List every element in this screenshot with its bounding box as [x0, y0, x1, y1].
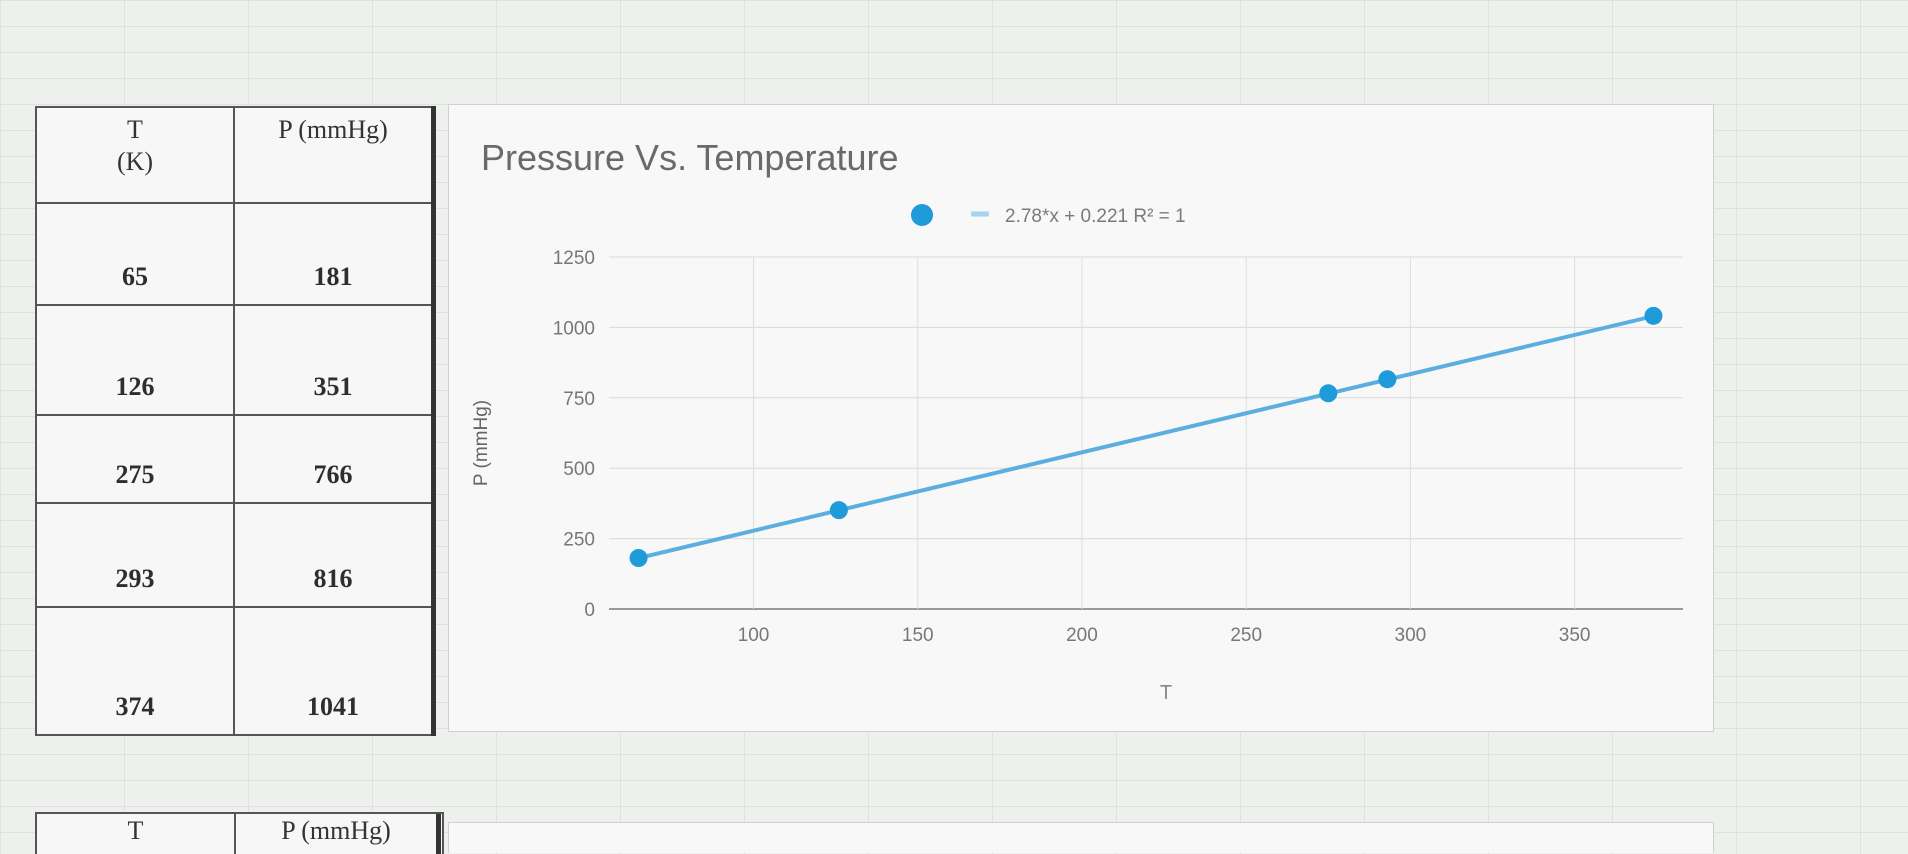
header-temperature[interactable]: T (K)	[35, 106, 235, 204]
table-header-row: T (K) P (mmHg)	[35, 106, 436, 204]
chart-panel[interactable]: Pressure Vs. Temperature 0 250 500 750 1000 1…	[448, 104, 1714, 732]
cell-pressure[interactable]: 351	[233, 304, 436, 416]
x-tick-label: 150	[902, 625, 934, 646]
y-tick-label: 500	[563, 459, 595, 480]
chart-title: Pressure Vs. Temperature	[481, 137, 899, 178]
cell-temperature[interactable]: 293	[35, 502, 235, 608]
table-row: 275 766	[35, 414, 436, 504]
y-axis-title: P (mmHg)	[471, 400, 492, 486]
cell-temperature[interactable]: 374	[35, 606, 235, 736]
trendline	[636, 314, 1656, 561]
cell-temperature[interactable]: 126	[35, 304, 235, 416]
header-p-label: P (mmHg)	[278, 115, 388, 144]
data-points	[629, 306, 1663, 568]
cell-pressure[interactable]: 766	[233, 414, 436, 504]
scatter-chart: 0 250 500 750 1000 1250 100 150 200 250 300 350 2.7…	[471, 204, 1683, 704]
next-chart-panel[interactable]	[448, 822, 1714, 853]
cell-temperature[interactable]: 275	[35, 414, 235, 504]
next-header-pressure[interactable]: P (mmHg)	[236, 814, 441, 854]
table-row: 293 816	[35, 502, 436, 608]
cell-temperature[interactable]: 65	[35, 202, 235, 306]
data-point[interactable]	[1644, 306, 1663, 325]
y-tick-label: 750	[563, 389, 595, 410]
data-point[interactable]	[1319, 384, 1338, 403]
table-row: 126 351	[35, 304, 436, 416]
x-axis-title: T	[1160, 682, 1172, 704]
grid-layer	[609, 256, 1683, 610]
x-tick-label: 100	[738, 625, 770, 646]
x-tick-label: 300	[1395, 625, 1427, 646]
data-point[interactable]	[1378, 370, 1397, 389]
legend: 2.78*x + 0.221 R² = 1	[911, 204, 1186, 227]
cell-pressure[interactable]: 1041	[233, 606, 436, 736]
y-tick-label: 1000	[553, 318, 595, 339]
cell-pressure[interactable]: 816	[233, 502, 436, 608]
y-tick-label: 1250	[553, 248, 595, 269]
header-t-unit: (K)	[116, 147, 154, 176]
cell-pressure[interactable]: 181	[233, 202, 436, 306]
x-tick-label: 250	[1230, 625, 1262, 646]
x-tick-label: 350	[1559, 625, 1591, 646]
table-row: 65 181	[35, 202, 436, 306]
next-data-table: T P (mmHg)	[35, 812, 444, 854]
x-tick-label: 200	[1066, 625, 1098, 646]
legend-trendline-label: 2.78*x + 0.221 R² = 1	[1005, 206, 1186, 227]
y-tick-label: 250	[563, 530, 595, 551]
header-pressure[interactable]: P (mmHg)	[233, 106, 436, 204]
data-table: T (K) P (mmHg) 65 181 126 351 275 766 29…	[35, 106, 436, 736]
legend-marker	[911, 204, 933, 226]
table-row: 374 1041	[35, 606, 436, 736]
next-header-temperature[interactable]: T	[37, 814, 236, 854]
header-t-symbol: T	[127, 115, 143, 144]
data-point[interactable]	[629, 549, 648, 568]
y-tick-label: 0	[584, 600, 595, 621]
axis-layer: 0 250 500 750 1000 1250 100 150 200 250 300 350	[553, 248, 1591, 646]
data-point[interactable]	[829, 501, 848, 520]
